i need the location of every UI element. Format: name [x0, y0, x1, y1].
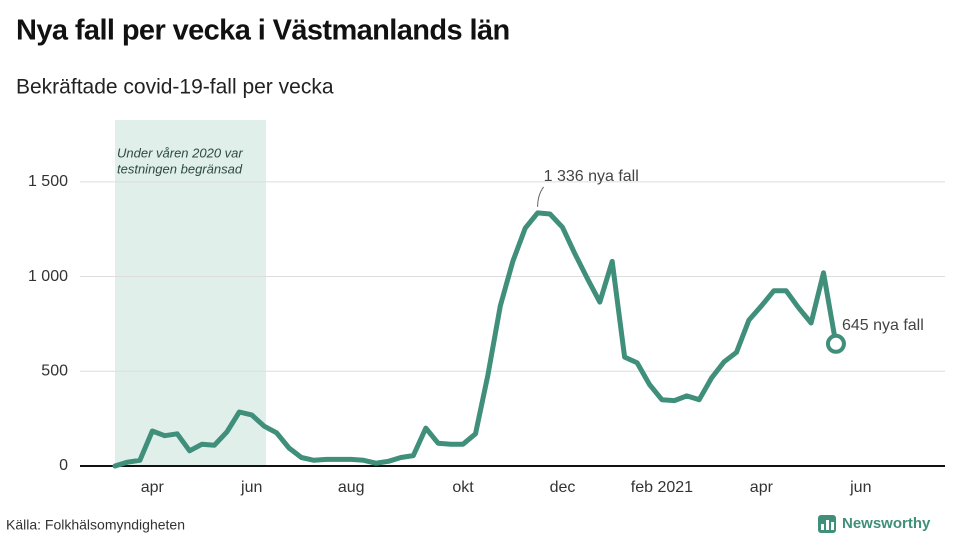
y-tick-label: 0: [59, 457, 68, 474]
x-tick-label: apr: [141, 479, 165, 496]
y-tick-label: 1 500: [28, 173, 68, 190]
x-tick-label: okt: [452, 479, 474, 496]
x-tick-label: aug: [338, 479, 365, 496]
x-tick-label: feb 2021: [631, 479, 693, 496]
shade-note: Under våren 2020 var: [117, 145, 243, 160]
last-point: [825, 333, 846, 354]
x-tick-label: apr: [750, 479, 774, 496]
annotation: 645 nya fall: [842, 317, 924, 334]
chart-title: Nya fall per vecka i Västmanlands län: [16, 15, 510, 47]
chart-subtitle: Bekräftade covid-19-fall per vecka: [16, 76, 334, 99]
source: Källa: Folkhälsomyndigheten: [6, 517, 185, 533]
y-tick-label: 500: [41, 362, 68, 379]
x-tick-label: jun: [849, 479, 871, 496]
annotation: 1 336 nya fall: [544, 168, 639, 185]
shade-note: testningen begränsad: [117, 161, 243, 176]
y-tick-label: 1 000: [28, 268, 68, 285]
x-tick-label: jun: [240, 479, 262, 496]
logo-icon: [818, 515, 836, 533]
line: [112, 210, 839, 469]
shade-region: [115, 120, 267, 466]
annotation-leader: [537, 186, 545, 207]
x-tick-label: dec: [550, 479, 576, 496]
logo: Newsworthy: [842, 515, 931, 532]
